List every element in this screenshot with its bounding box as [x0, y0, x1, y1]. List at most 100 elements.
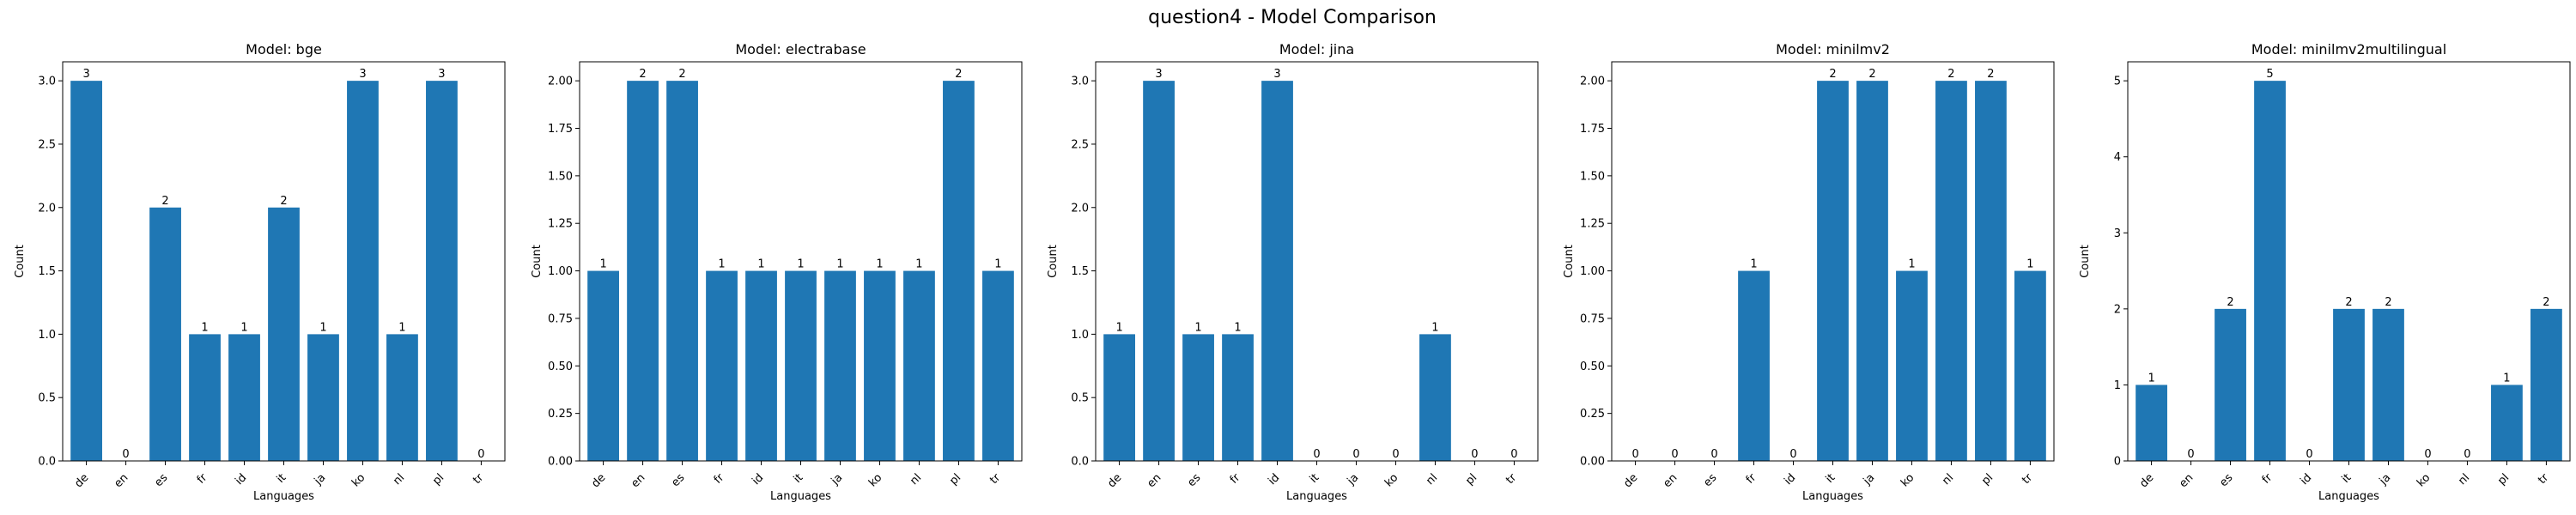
bar-pl	[943, 81, 975, 462]
y-tick-label: 1.50	[1580, 170, 1605, 183]
bar-fr	[1738, 270, 1770, 461]
y-tick-label: 3	[2114, 227, 2121, 240]
x-tick-label: pl	[430, 471, 447, 488]
x-tick-label: ja	[1345, 471, 1362, 488]
bar-value-label: 2	[2345, 296, 2352, 309]
x-tick-label: ko	[1899, 471, 1917, 489]
bar-es	[2215, 308, 2246, 461]
bar-value-label: 0	[2306, 448, 2312, 461]
bar-ko	[1896, 270, 1928, 461]
y-tick-label: 0.25	[1580, 408, 1605, 421]
bar-value-label: 1	[2026, 258, 2033, 271]
axes-frame	[579, 61, 1023, 462]
bar-nl	[1935, 81, 1967, 462]
bar-value-label: 1	[1431, 321, 1438, 334]
bar-value-label: 3	[1273, 68, 1280, 81]
bar-value-label: 0	[477, 448, 484, 461]
bar-en	[1143, 81, 1175, 462]
bar-value-label: 1	[718, 258, 725, 271]
bar-value-label: 1	[1194, 321, 1201, 334]
bar-value-label: 3	[359, 68, 366, 81]
x-tick-label: de	[589, 471, 608, 490]
x-tick-label: pl	[2495, 471, 2512, 488]
bar-de	[2136, 385, 2167, 461]
y-axis-label: Count	[1563, 245, 1576, 278]
bar-id	[1261, 81, 1293, 462]
y-tick-label: 0.75	[1580, 312, 1605, 325]
x-tick-label: de	[72, 471, 91, 490]
bar-value-label: 1	[599, 258, 606, 271]
bar-tr	[2014, 270, 2046, 461]
bar-ja	[2372, 308, 2404, 461]
bar-it	[268, 207, 300, 461]
x-tick-label: en	[629, 471, 647, 490]
bar-pl	[426, 81, 458, 462]
x-tick-label: id	[2298, 471, 2314, 488]
bar-value-label: 3	[82, 68, 89, 81]
y-tick-label: 0.75	[548, 312, 573, 325]
x-tick-label: fr	[712, 471, 727, 487]
bar-value-label: 0	[1671, 448, 1678, 461]
bar-nl	[1419, 334, 1451, 461]
bar-value-label: 1	[915, 258, 922, 271]
bar-value-label: 3	[1155, 68, 1162, 81]
bar-ja	[1856, 81, 1888, 462]
x-axis-label: Languages	[253, 490, 314, 503]
x-tick-label: en	[112, 471, 131, 490]
bar-value-label: 1	[757, 258, 764, 271]
y-tick-label: 0.5	[38, 392, 56, 405]
bar-ko	[864, 270, 896, 461]
y-tick-label: 3.0	[1071, 76, 1089, 88]
bar-value-label: 0	[122, 448, 129, 461]
bar-value-label: 1	[2148, 372, 2154, 385]
bar-de	[587, 270, 619, 461]
x-tick-label: nl	[1940, 471, 1956, 488]
x-tick-label: en	[1145, 471, 1163, 490]
bar-value-label: 1	[201, 321, 208, 334]
bar-de	[1103, 334, 1135, 461]
x-axis-label: Languages	[1286, 490, 1347, 503]
bar-ko	[347, 81, 379, 462]
x-tick-label: it	[275, 471, 289, 486]
bar-pl	[2491, 385, 2523, 461]
x-tick-label: it	[2340, 471, 2354, 486]
figure-title: question4 - Model Comparison	[1148, 7, 1437, 28]
bar-value-label: 1	[1115, 321, 1122, 334]
x-tick-label: ja	[829, 471, 846, 488]
bar-en	[627, 81, 659, 462]
bar-es	[666, 81, 698, 462]
bar-it	[1817, 81, 1849, 462]
bar-value-label: 1	[319, 321, 326, 334]
axes-frame	[2127, 61, 2571, 462]
y-tick-label: 1.50	[548, 170, 573, 183]
subplot-title: Model: minilmv2multilingual	[2251, 41, 2446, 58]
x-tick-label: fr	[1228, 471, 1243, 487]
bar-value-label: 0	[1789, 448, 1796, 461]
bar-fr	[189, 334, 221, 461]
x-tick-label: it	[1824, 471, 1838, 486]
x-tick-label: de	[2137, 471, 2156, 490]
y-tick-label: 0.0	[38, 456, 56, 469]
y-axis-label: Count	[531, 245, 544, 278]
x-tick-label: id	[1266, 471, 1282, 488]
x-tick-label: id	[750, 471, 766, 488]
bar-value-label: 1	[876, 258, 883, 271]
bar-value-label: 2	[2385, 296, 2391, 309]
y-tick-label: 0.50	[1580, 360, 1605, 373]
x-tick-label: ja	[1861, 471, 1878, 488]
y-tick-label: 0.0	[1071, 456, 1089, 469]
y-tick-label: 5	[2114, 76, 2121, 88]
y-tick-label: 2.00	[548, 76, 573, 88]
x-tick-label: de	[1621, 471, 1640, 490]
x-tick-label: fr	[2260, 471, 2275, 487]
x-tick-label: pl	[947, 471, 963, 488]
y-tick-label: 1	[2114, 379, 2121, 392]
x-tick-label: es	[2217, 471, 2235, 489]
subplot-title: Model: electrabase	[735, 41, 866, 58]
bar-it	[785, 270, 817, 461]
bar-value-label: 0	[2424, 448, 2431, 461]
x-tick-label: nl	[391, 471, 407, 488]
y-tick-label: 0	[2114, 456, 2121, 469]
x-tick-label: nl	[1424, 471, 1440, 488]
